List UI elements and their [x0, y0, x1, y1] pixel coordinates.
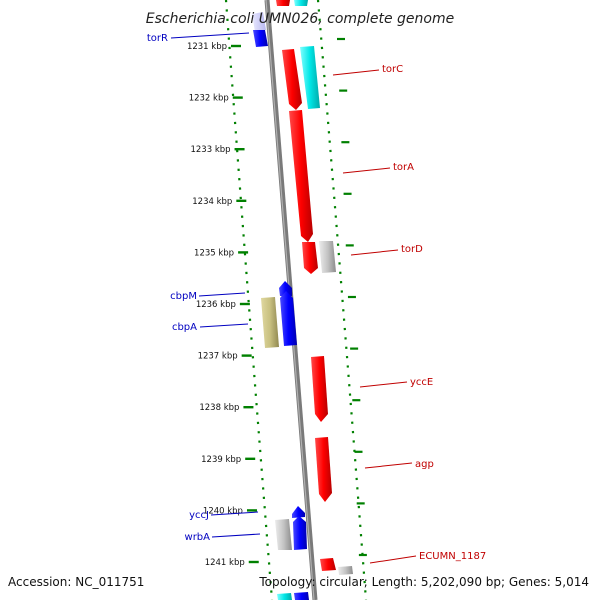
gene-cbpM-arrow	[279, 281, 292, 296]
gene-label-yccE[interactable]: yccE	[410, 377, 433, 388]
gene-bottom-cyan	[277, 593, 292, 600]
kbp-tick-label: 1235 kbp	[194, 248, 234, 258]
gene-arrow-top-red	[276, 0, 290, 6]
gene-label-ECUMN_1187[interactable]: ECUMN_1187	[419, 551, 486, 562]
gene-bottom-blue	[294, 592, 309, 600]
kbp-tick-label: 1236 kbp	[196, 300, 236, 310]
gene-label-cbpA[interactable]: cbpA	[172, 322, 197, 333]
gene-torR-arrow	[253, 30, 268, 47]
kbp-tick-label: 1238 kbp	[199, 403, 239, 413]
gene-cbpA-arrow	[280, 291, 297, 346]
outer-tick-ring	[316, 0, 368, 600]
gene-agp-arrow	[315, 437, 332, 502]
gene-label-wrbA[interactable]: wrbA	[185, 532, 211, 543]
gene-torC-cyan	[300, 46, 320, 109]
gene-label-torR[interactable]: torR	[147, 33, 168, 44]
gene-torD-arrow	[302, 242, 318, 274]
gene-torA-arrow	[289, 110, 313, 242]
left-gene-labels: torR cbpM cbpA yccJ wrbA	[147, 32, 261, 543]
right-gene-labels: torC torA torD yccE agp ECUMN_1187	[332, 64, 486, 564]
kbp-tick-label: 1237 kbp	[198, 352, 238, 362]
kbp-tick-label: 1232 kbp	[189, 94, 229, 104]
gene-yccJ-arrow	[292, 506, 305, 518]
gene-torR-shadow	[252, 12, 266, 32]
genome-summary-text: Topology: circular; Length: 5,202,090 bp…	[258, 575, 589, 589]
gene-label-torA[interactable]: torA	[393, 162, 414, 173]
gene-cbpA-olive	[261, 297, 279, 348]
gene-label-torD[interactable]: torD	[401, 244, 423, 255]
inner-tick-ring	[224, 0, 274, 600]
gene-label-cbpM[interactable]: cbpM	[170, 291, 197, 302]
kbp-tick-label: 1240 kbp	[203, 506, 243, 516]
gene-wrbA-gray	[275, 519, 292, 550]
gene-label-torC[interactable]: torC	[382, 64, 403, 75]
kbp-tick-label: 1234 kbp	[192, 197, 232, 207]
gene-label-yccJ[interactable]: yccJ	[189, 510, 209, 521]
kbp-tick-label: 1239 kbp	[201, 455, 241, 465]
kbp-ticks: 1231 kbp 1232 kbp 1233 kbp 1234 kbp 1235 kbp…	[187, 37, 367, 568]
kbp-tick-label: 1233 kbp	[190, 145, 230, 155]
gene-ECUMN_1187-arrow	[320, 558, 336, 571]
gene-yccE-arrow	[311, 356, 328, 422]
accession-text: Accession: NC_011751	[8, 575, 144, 589]
kbp-tick-label: 1231 kbp	[187, 42, 227, 52]
gene-torD-gray	[319, 241, 336, 273]
gene-ECUMN_1187-gray	[338, 566, 353, 575]
gene-torC-arrow	[282, 49, 302, 110]
gene-label-agp[interactable]: agp	[415, 459, 434, 470]
gene-wrbA-arrow	[293, 516, 307, 550]
map-title: Escherichia coli UMN026, complete genome	[146, 11, 454, 27]
gene-arrow-top-cyan	[294, 0, 308, 6]
kbp-tick-label: 1241 kbp	[205, 558, 245, 568]
